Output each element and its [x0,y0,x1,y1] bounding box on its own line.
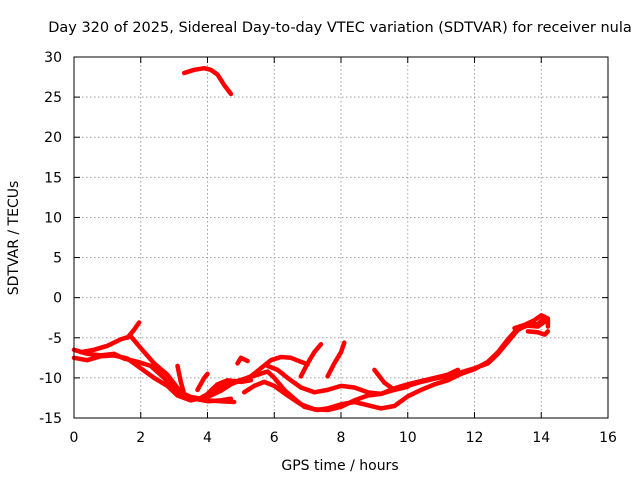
x-tick-label: 8 [337,430,346,446]
series-track-m [125,320,142,341]
axis-ticks [73,56,609,419]
series-track-i [205,398,237,405]
y-tick-label: -10 [39,371,62,387]
grid-lines [74,57,608,418]
series-track-n [235,355,250,366]
y-tick-label: 15 [44,170,62,186]
series-track-f [298,341,324,379]
series-track-p [525,329,551,337]
series-track-j [372,367,411,393]
series-layer [71,65,551,413]
y-tick-label: 10 [44,210,62,226]
y-tick-label: 5 [53,251,62,267]
x-tick-label: 16 [599,430,617,446]
series-track-l [195,371,210,393]
y-tick-label: 0 [53,291,62,307]
series-track-k [175,363,187,397]
y-tick-label: -15 [39,411,62,427]
series-track-q [181,65,234,97]
series-track-h [205,378,254,397]
x-tick-label: 6 [270,430,279,446]
x-tick-label: 4 [203,430,212,446]
x-tick-labels: 0 2 4 6 8 10 12 14 16 [70,430,617,446]
y-tick-label: 30 [44,50,62,66]
series-track-e [265,315,547,397]
x-tick-label: 0 [70,430,79,446]
y-tick-label: 25 [44,90,62,106]
y-axis-label: SDTVAR / TECUs [6,181,22,296]
series-track-o [512,313,551,331]
x-tick-label: 12 [466,430,484,446]
y-tick-label: -5 [48,331,62,347]
chart-title: Day 320 of 2025, Sidereal Day-to-day VTE… [48,20,632,36]
x-tick-label: 2 [136,430,145,446]
series-track-g [325,340,347,379]
x-tick-label: 10 [399,430,417,446]
x-axis-label: GPS time / hours [281,458,398,474]
x-tick-label: 14 [532,430,550,446]
y-tick-label: 20 [44,130,62,146]
y-tick-labels: -15 -10 -5 0 5 10 15 20 25 30 [39,50,62,427]
